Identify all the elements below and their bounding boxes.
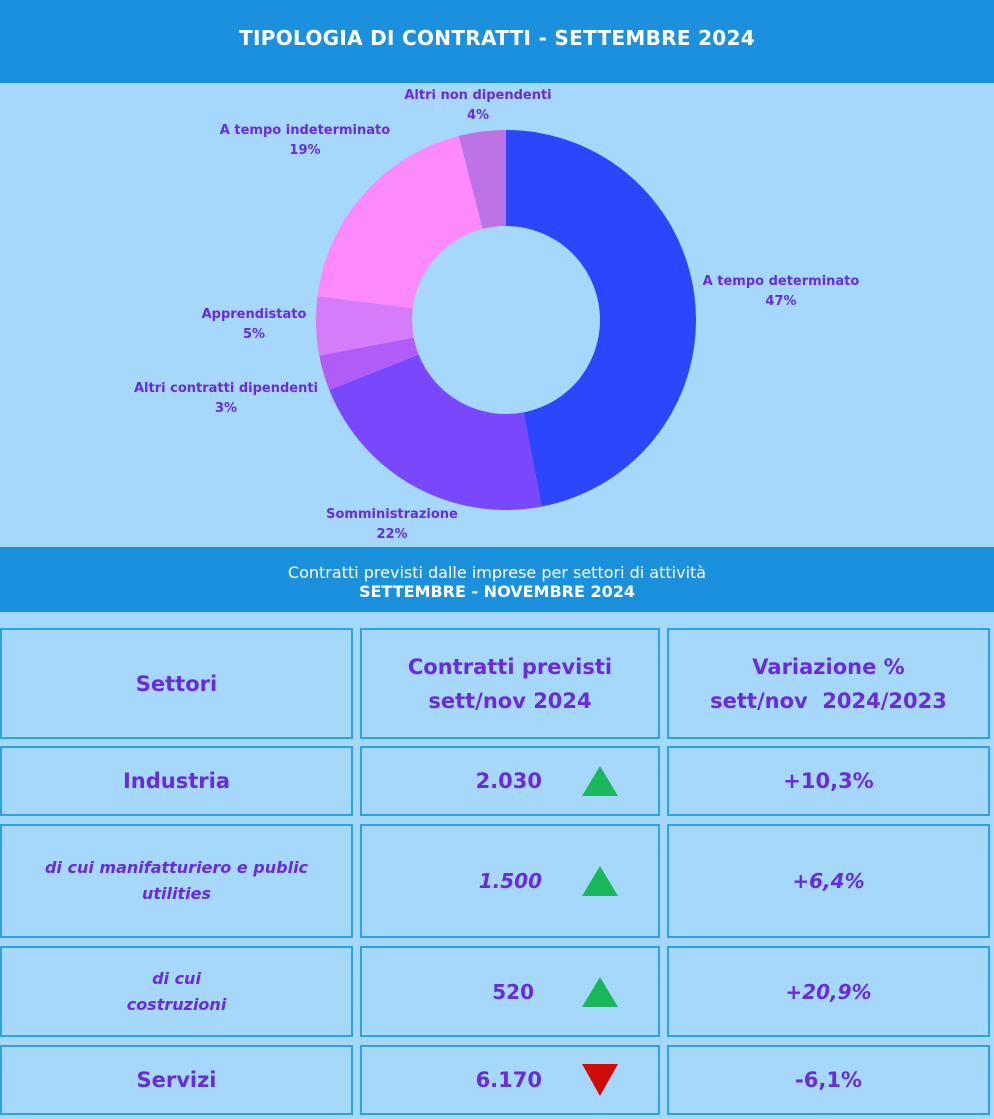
slice-label-value: 19% xyxy=(289,143,321,158)
donut-chart xyxy=(316,130,697,510)
donut-slice-0 xyxy=(506,130,697,507)
table-row-industria-value: 2.030 xyxy=(360,746,660,816)
col-header-contratti: Contratti previsti sett/nov 2024 xyxy=(360,628,660,739)
slice-label-name: Apprendistato xyxy=(201,307,307,322)
table-row-industria-change: +10,3% xyxy=(667,746,990,816)
slice-label-altri-dipendenti: Altri contratti dipendenti 3% xyxy=(134,379,318,419)
donut-slice-2 xyxy=(319,337,419,390)
table-banner-period: SETTEMBRE - NOVEMBRE 2024 xyxy=(358,582,636,601)
table-row-manifatturiero-change: +6,4% xyxy=(667,824,990,938)
sector-name: Servizi xyxy=(136,1068,217,1092)
slice-label-apprendistato: Apprendistato 5% xyxy=(202,305,307,345)
trend-down-icon xyxy=(582,1064,618,1096)
sector-name-line: di cui xyxy=(152,968,201,988)
table-row-manifatturiero-value: 1.500 xyxy=(360,824,660,938)
slice-label-name: A tempo indeterminato xyxy=(219,123,391,138)
col-header-line: Contratti previsti xyxy=(407,654,613,679)
table-row-costruzioni-value: 520 xyxy=(360,946,660,1037)
table-row-costruzioni-change: +20,9% xyxy=(667,946,990,1037)
change-value: +6,4% xyxy=(792,869,865,893)
donut-slice-5 xyxy=(458,130,506,229)
table-row-manifatturiero-sector: di cui manifatturiero e public utilities xyxy=(0,824,353,938)
table-row-servizi-sector: Servizi xyxy=(0,1045,353,1115)
change-value: +20,9% xyxy=(785,979,872,1004)
slice-label-value: 3% xyxy=(214,401,238,416)
donut-slice-3 xyxy=(316,296,414,356)
table-banner: Contratti previsti dalle imprese per set… xyxy=(0,547,994,612)
trend-up-icon xyxy=(582,976,618,1007)
col-header-label: Settori xyxy=(135,671,218,696)
slice-label-name: Altri contratti dipendenti xyxy=(133,381,319,396)
slice-label-name: Altri non dipendenti xyxy=(404,88,552,103)
col-header-variazione: Variazione % sett/nov 2024/2023 xyxy=(667,628,990,739)
table-row-costruzioni-sector: di cui costruzioni xyxy=(0,946,353,1037)
slice-label-value: 22% xyxy=(376,527,408,542)
slice-label-name: Somministrazione xyxy=(326,507,458,522)
col-header-line: Variazione % xyxy=(752,654,905,679)
slice-label-value: 47% xyxy=(765,294,797,309)
contracts-value: 6.170 xyxy=(475,1068,542,1092)
slice-label-value: 5% xyxy=(242,327,266,342)
table-row-industria-sector: Industria xyxy=(0,746,353,816)
table-row-servizi-value: 6.170 xyxy=(360,1045,660,1115)
change-value: +10,3% xyxy=(783,769,874,793)
table-banner-title: Contratti previsti dalle imprese per set… xyxy=(287,563,707,582)
change-value: -6,1% xyxy=(795,1068,862,1092)
slice-label-value: 4% xyxy=(466,108,490,123)
contracts-value: 1.500 xyxy=(478,869,542,893)
donut-chart-area: A tempo determinato 47% Somministrazione… xyxy=(0,83,994,547)
col-header-settori: Settori xyxy=(0,628,353,739)
col-header-line: sett/nov 2024/2023 xyxy=(710,688,947,713)
header-bar: TIPOLOGIA DI CONTRATTI - SETTEMBRE 2024 xyxy=(0,0,994,83)
contracts-value: 520 xyxy=(492,979,534,1004)
slice-label-altri-non-dipendenti: Altri non dipendenti 4% xyxy=(404,86,551,126)
col-header-line: sett/nov 2024 xyxy=(428,688,592,713)
donut-slice-4 xyxy=(317,135,483,309)
trend-up-icon xyxy=(582,866,618,896)
sector-name-line: costruzioni xyxy=(126,994,227,1014)
table-row-servizi-change: -6,1% xyxy=(667,1045,990,1115)
slice-label-tempo-indeterminato: A tempo indeterminato 19% xyxy=(220,121,390,161)
donut-slice-1 xyxy=(329,354,542,510)
page-title: TIPOLOGIA DI CONTRATTI - SETTEMBRE 2024 xyxy=(239,25,755,50)
slice-label-tempo-determinato: A tempo determinato 47% xyxy=(703,272,860,312)
sector-name-line: di cui manifatturiero e public xyxy=(44,858,309,877)
sector-name: Industria xyxy=(122,769,230,793)
sector-name-line: utilities xyxy=(141,884,211,903)
trend-up-icon xyxy=(582,766,618,796)
slice-label-name: A tempo determinato xyxy=(702,274,860,289)
contracts-value: 2.030 xyxy=(475,769,542,793)
slice-label-somministrazione: Somministrazione 22% xyxy=(326,505,458,545)
